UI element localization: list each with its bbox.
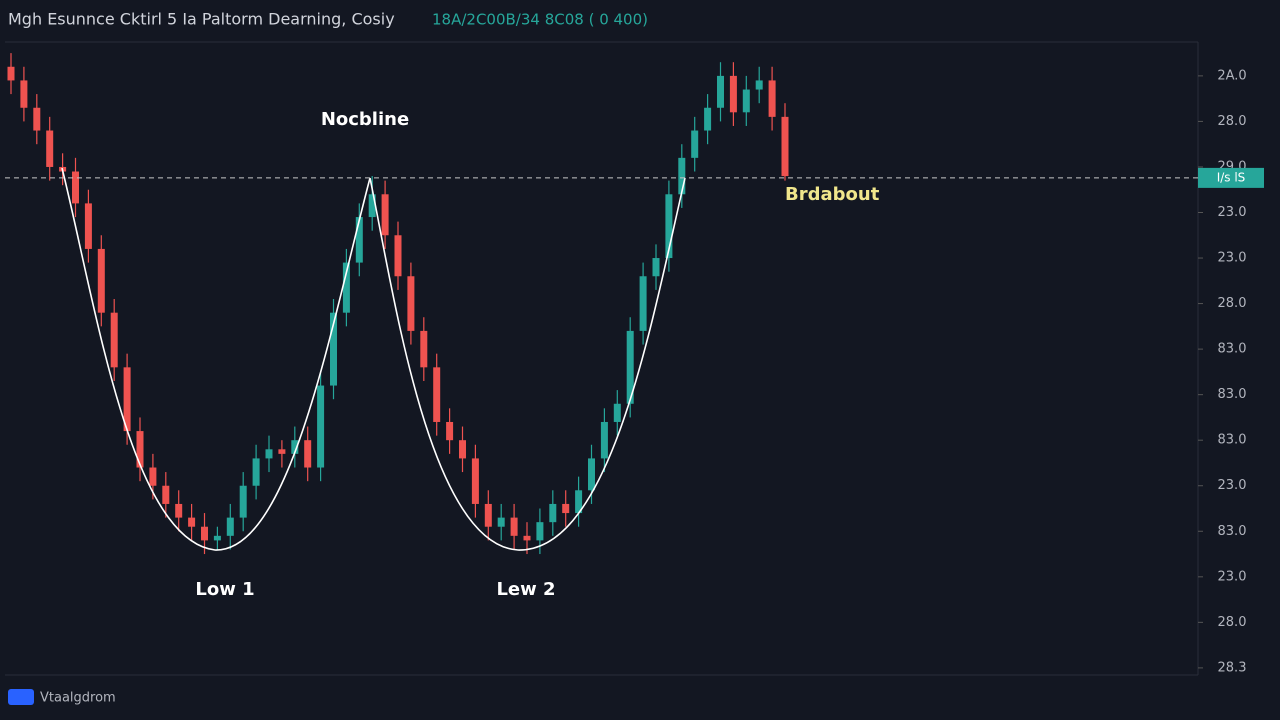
candle-body <box>330 312 337 386</box>
candle-body <box>252 458 260 486</box>
y-tick-label: 28.0 <box>1218 615 1247 630</box>
y-tick-label: 23.0 <box>1218 478 1247 493</box>
candle-body <box>484 503 492 527</box>
candle-body <box>497 517 505 527</box>
candle-body <box>665 194 673 259</box>
candle-body <box>265 449 273 459</box>
chart-title: Mgh Esunnce Cktirl 5 Ia Paltorm Dearning… <box>8 10 395 29</box>
annotation: Low 1 <box>195 579 254 600</box>
y-tick-label: 83.0 <box>1218 342 1247 357</box>
y-tick-label: 83.0 <box>1218 433 1247 448</box>
candle-body <box>291 440 299 454</box>
candle-body <box>368 194 376 218</box>
candle-body <box>278 449 286 454</box>
candle-body <box>639 276 647 331</box>
candle-body <box>510 517 518 536</box>
candle-body <box>7 66 15 81</box>
candle-body <box>549 503 557 523</box>
y-tick-label: 83.0 <box>1218 524 1247 539</box>
y-tick-label: 23.0 <box>1218 205 1247 220</box>
y-tick-label: 23.0 <box>1218 569 1247 584</box>
y-tick-label: 23.0 <box>1218 251 1247 266</box>
candle-body <box>678 157 686 195</box>
candle-body <box>342 262 350 313</box>
y-tick-label: 2A.0 <box>1217 68 1246 83</box>
candle-body <box>149 467 157 486</box>
candle-body <box>523 535 531 541</box>
candle-body <box>471 458 479 504</box>
candle-body <box>536 522 544 541</box>
candle-body <box>768 80 776 117</box>
candle-body <box>136 431 144 468</box>
candle-body <box>575 490 583 514</box>
candle-body <box>420 330 428 368</box>
candle-body <box>381 194 389 236</box>
candle-body <box>729 75 737 113</box>
candle-body <box>562 503 570 514</box>
candle-body <box>704 107 712 131</box>
annotation: Lew 2 <box>496 579 555 600</box>
candle-body <box>652 258 660 277</box>
candle-body <box>755 80 763 90</box>
y-tick-label: 28.0 <box>1218 114 1247 129</box>
candle-body <box>781 116 789 177</box>
candles <box>7 53 789 555</box>
price-label-box <box>1198 167 1264 188</box>
candle-body <box>433 367 441 422</box>
candle-body <box>123 367 131 432</box>
candle-body <box>84 203 92 249</box>
candle-body <box>459 440 466 459</box>
chart-subtitle: 18A/2C00B/34 8C08 ( 0 400) <box>432 11 648 29</box>
candle-body <box>626 330 634 404</box>
candle-body <box>72 171 79 204</box>
candle-body <box>317 385 325 468</box>
candle-body <box>33 107 41 131</box>
candle-body <box>46 130 54 167</box>
candle-body <box>97 248 105 313</box>
candle-body <box>239 485 247 518</box>
candle-body <box>213 535 221 541</box>
candle-body <box>162 485 170 504</box>
pattern-curve <box>369 177 686 551</box>
candle-body <box>717 75 724 108</box>
candle-body <box>446 421 454 441</box>
candle-body <box>188 517 196 527</box>
logo-icon <box>8 689 34 705</box>
candle-body <box>742 89 750 113</box>
annotation: Nocbline <box>321 109 409 130</box>
candle-body <box>407 276 415 331</box>
y-tick-label: 28.3 <box>1218 660 1247 675</box>
candle-body <box>175 503 183 518</box>
candle-body <box>588 458 595 491</box>
candle-body <box>600 421 608 459</box>
candle-body <box>20 80 28 108</box>
candle-body <box>394 235 402 277</box>
candle-body <box>613 403 621 422</box>
candle-body <box>304 440 312 468</box>
pattern-curve <box>61 167 371 551</box>
logo: Vtaalgdrom <box>40 691 116 706</box>
candle-body <box>691 130 699 158</box>
candle-body <box>355 217 363 263</box>
annotation: Brdabout <box>785 184 880 205</box>
candle-body <box>110 312 118 368</box>
y-tick-label: 83.0 <box>1218 387 1247 402</box>
candle-body <box>226 517 234 536</box>
price-label: I/s lS <box>1217 170 1246 184</box>
candle-body <box>201 526 208 541</box>
y-tick-label: 28.0 <box>1218 296 1247 311</box>
